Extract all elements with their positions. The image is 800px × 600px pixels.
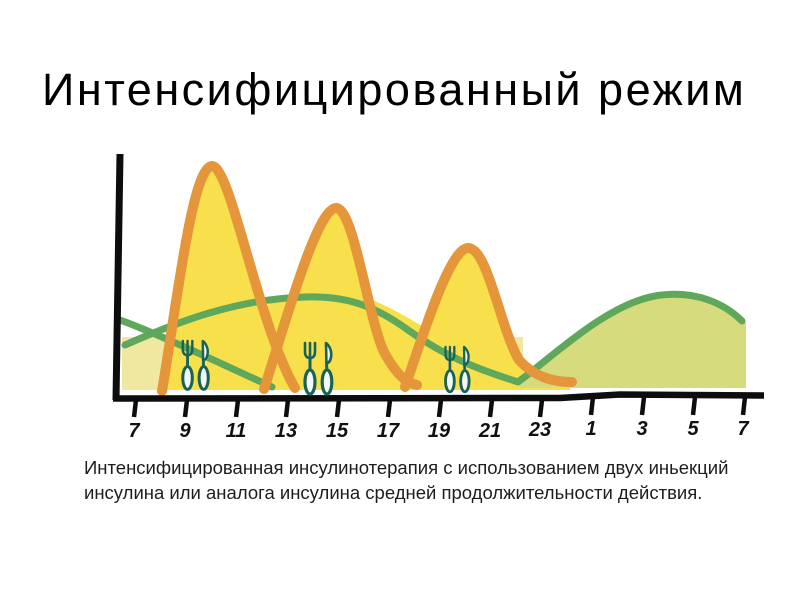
caption-line-1: Интенсифицированная инсулинотерапия с ис… [84,457,729,478]
bolus-curve-3 [400,243,577,392]
x-tick-label: 15 [326,420,349,442]
x-tick-label: 7 [128,420,140,442]
x-tick-label: 23 [528,419,551,441]
x-tick-label: 1 [585,418,596,440]
basal-curve-fading-tail [116,316,276,391]
x-tick-label: 19 [428,420,451,442]
basal-fill-night [520,293,746,388]
bolus-curve-2 [259,203,422,394]
caption-line-2: инсулина или аналога инсулина средней пр… [84,481,703,503]
x-axis-ticks [131,396,748,418]
x-tick-label: 3 [636,418,647,440]
y-axis [112,153,124,401]
x-tick-label: 11 [226,420,247,442]
x-tick-label: 7 [737,418,749,440]
bolus-curve-1 [157,161,300,396]
x-tick-label: 21 [478,420,501,442]
x-axis [112,391,765,402]
bolus-fill-1 [164,168,293,390]
x-tick-label: 17 [377,420,400,442]
caption: Интенсифицированная инсулинотерапия с ис… [84,456,774,505]
page-title: Интенсифицированный режим [42,64,747,115]
x-tick-label: 13 [275,420,297,442]
x-tick-label: 5 [687,418,699,440]
x-tick-label: 9 [179,420,191,442]
